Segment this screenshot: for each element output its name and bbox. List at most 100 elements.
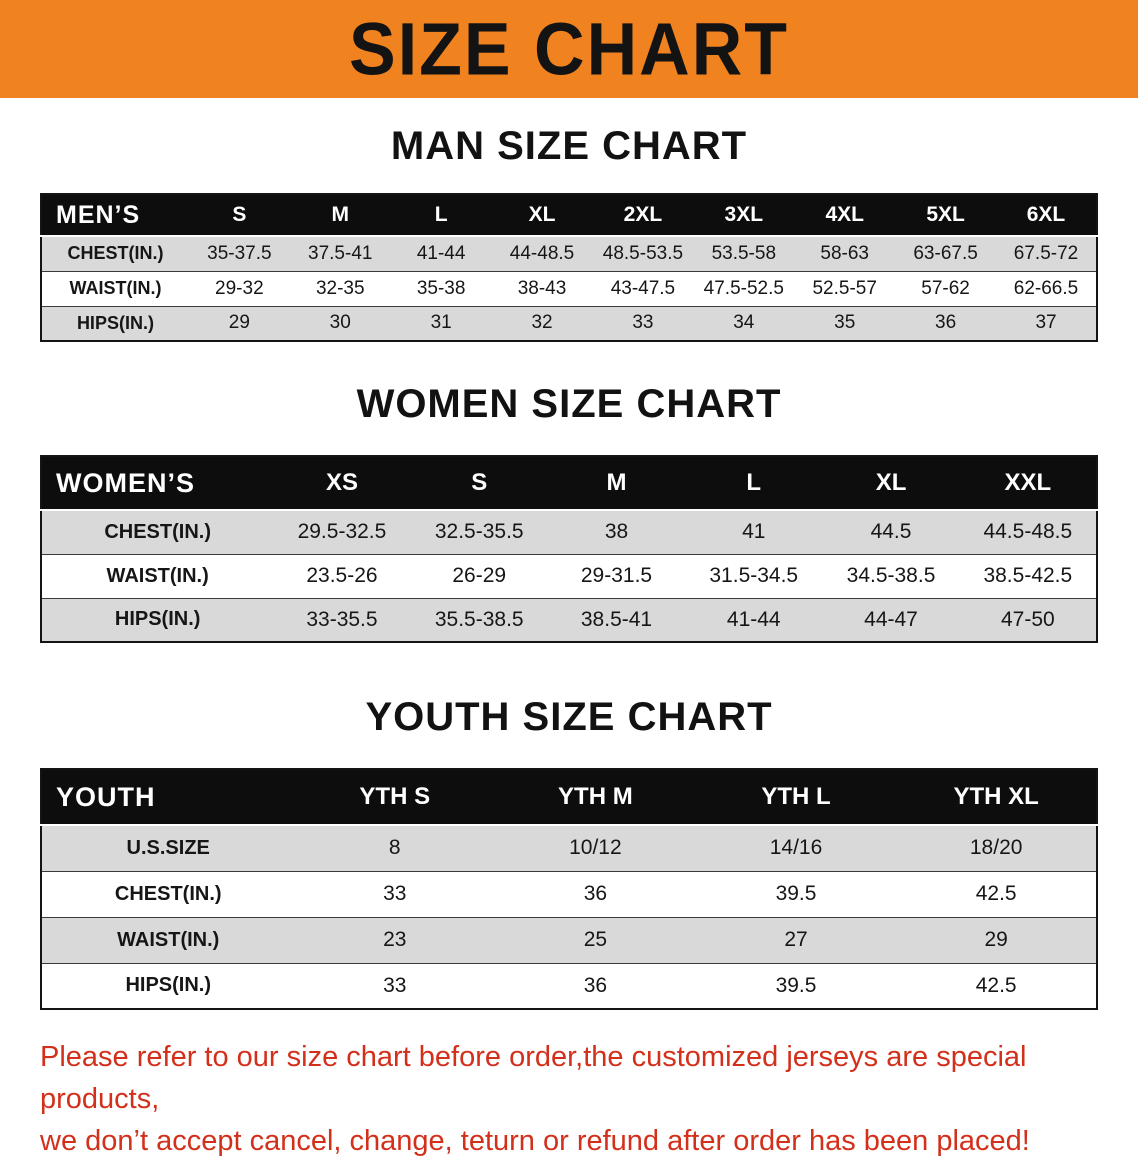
size-value-cell: 33 — [592, 305, 694, 341]
men-header-row: MEN’S S M L XL 2XL 3XL 4XL 5XL 6XL — [41, 194, 1097, 237]
men-column-header-8: 6XL — [996, 194, 1097, 237]
size-value-cell: 32.5-35.5 — [410, 509, 548, 554]
size-value-cell: 36 — [495, 962, 696, 1009]
size-value-cell: 38 — [547, 509, 686, 554]
size-value-cell: 35.5-38.5 — [410, 597, 548, 642]
size-value-cell: 38.5-42.5 — [959, 553, 1097, 598]
youth-size-table: YOUTH YTH S YTH M YTH L YTH XL U.S.SIZE 8 10/12… — [40, 768, 1098, 1010]
women-table-row: CHEST(IN.) 29.5-32.5 32.5-35.5 38 41 44.5 44.5… — [41, 509, 1097, 554]
men-table-row: CHEST(IN.) 35-37.5 37.5-41 41-44 44-48.5 48.5… — [41, 235, 1097, 271]
women-column-header-0: XS — [273, 456, 411, 511]
disclaimer-line-2: we don’t accept cancel, change, teturn o… — [40, 1125, 1030, 1158]
men-column-header-5: 3XL — [693, 194, 795, 237]
size-value-cell: 33 — [294, 870, 496, 917]
size-value-cell: 44.5 — [822, 509, 960, 554]
size-value-cell: 33 — [294, 962, 496, 1009]
size-value-cell: 31 — [390, 305, 492, 341]
women-column-header-4: XL — [822, 456, 960, 511]
women-table-row: HIPS(IN.) 33-35.5 35.5-38.5 38.5-41 41-44 44-… — [41, 597, 1097, 642]
disclaimer: Please refer to our size chart before or… — [40, 1036, 1098, 1162]
disclaimer-line-1: Please refer to our size chart before or… — [40, 1041, 1027, 1116]
women-section: WOMEN SIZE CHART WOMEN’S XS S M L XL XXL CHEST(… — [0, 382, 1138, 643]
size-value-cell: 42.5 — [896, 870, 1097, 917]
women-column-header-1: S — [410, 456, 548, 511]
youth-column-header-0: YTH S — [294, 769, 496, 826]
size-value-cell: 23.5-26 — [273, 553, 411, 598]
youth-column-header-1: YTH M — [495, 769, 696, 826]
size-value-cell: 25 — [495, 916, 696, 963]
row-label: HIPS(IN.) — [41, 305, 189, 341]
page-title: SIZE CHART — [349, 7, 789, 91]
size-value-cell: 30 — [289, 305, 391, 341]
size-value-cell: 42.5 — [896, 962, 1097, 1009]
size-value-cell: 41-44 — [390, 235, 492, 271]
women-column-header-3: L — [685, 456, 823, 511]
women-column-header-2: M — [547, 456, 686, 511]
size-value-cell: 36 — [495, 870, 696, 917]
youth-column-header-3: YTH XL — [896, 769, 1097, 826]
row-label: CHEST(IN.) — [41, 870, 295, 917]
row-label: WAIST(IN.) — [41, 270, 189, 306]
women-table-row: WAIST(IN.) 23.5-26 26-29 29-31.5 31.5-34.5 34… — [41, 553, 1097, 598]
size-value-cell: 39.5 — [695, 870, 897, 917]
women-column-header-5: XXL — [959, 456, 1097, 511]
youth-table-row: HIPS(IN.) 33 36 39.5 42.5 — [41, 962, 1097, 1009]
youth-column-header-2: YTH L — [695, 769, 897, 826]
size-value-cell: 32 — [491, 305, 593, 341]
youth-section: YOUTH SIZE CHART YOUTH YTH S YTH M YTH L YTH… — [0, 695, 1138, 1010]
size-value-cell: 47-50 — [959, 597, 1097, 642]
size-value-cell: 34 — [693, 305, 795, 341]
size-value-cell: 29 — [188, 305, 290, 341]
men-table-row: HIPS(IN.) 29 30 31 32 33 34 35 36 37 — [41, 305, 1097, 341]
youth-table-row: CHEST(IN.) 33 36 39.5 42.5 — [41, 870, 1097, 917]
size-value-cell: 67.5-72 — [996, 235, 1097, 271]
size-value-cell: 31.5-34.5 — [685, 553, 823, 598]
men-column-header-6: 4XL — [794, 194, 896, 237]
row-label: WAIST(IN.) — [41, 553, 274, 598]
size-value-cell: 36 — [895, 305, 997, 341]
size-value-cell: 26-29 — [410, 553, 548, 598]
size-value-cell: 35-37.5 — [188, 235, 290, 271]
size-value-cell: 29.5-32.5 — [273, 509, 411, 554]
size-value-cell: 29-32 — [188, 270, 290, 306]
youth-table-label: YOUTH — [41, 769, 295, 826]
size-value-cell: 35 — [794, 305, 896, 341]
size-value-cell: 41-44 — [685, 597, 823, 642]
women-table-label: WOMEN’S — [41, 456, 274, 511]
size-value-cell: 10/12 — [495, 824, 696, 871]
size-value-cell: 47.5-52.5 — [693, 270, 795, 306]
row-label: WAIST(IN.) — [41, 916, 295, 963]
size-value-cell: 14/16 — [695, 824, 897, 871]
row-label: HIPS(IN.) — [41, 962, 295, 1009]
size-value-cell: 33-35.5 — [273, 597, 411, 642]
size-value-cell: 27 — [695, 916, 897, 963]
women-size-table: WOMEN’S XS S M L XL XXL CHEST(IN.) 29.5-32.5 32.5… — [40, 455, 1098, 643]
size-value-cell: 39.5 — [695, 962, 897, 1009]
men-column-header-0: S — [188, 194, 290, 237]
row-label: HIPS(IN.) — [41, 597, 274, 642]
banner: SIZE CHART — [0, 0, 1138, 98]
men-table-row: WAIST(IN.) 29-32 32-35 35-38 38-43 43-47.5 47.… — [41, 270, 1097, 306]
size-value-cell: 44-47 — [822, 597, 960, 642]
men-column-header-7: 5XL — [895, 194, 997, 237]
size-value-cell: 32-35 — [289, 270, 391, 306]
youth-header-row: YOUTH YTH S YTH M YTH L YTH XL — [41, 769, 1097, 826]
men-size-table: MEN’S S M L XL 2XL 3XL 4XL 5XL 6XL CHEST(IN.) 35-37… — [40, 193, 1098, 342]
men-section-heading: MAN SIZE CHART — [390, 124, 748, 168]
size-value-cell: 48.5-53.5 — [592, 235, 694, 271]
size-value-cell: 37.5-41 — [289, 235, 391, 271]
size-value-cell: 62-66.5 — [996, 270, 1097, 306]
men-column-header-2: L — [390, 194, 492, 237]
size-value-cell: 18/20 — [896, 824, 1097, 871]
size-value-cell: 63-67.5 — [895, 235, 997, 271]
size-value-cell: 29 — [896, 916, 1097, 963]
size-value-cell: 57-62 — [895, 270, 997, 306]
youth-section-heading: YOUTH SIZE CHART — [365, 695, 773, 739]
men-table-label: MEN’S — [41, 194, 189, 237]
men-section: MAN SIZE CHART MEN’S S M L XL 2XL 3XL 4XL 5XL 6XL… — [0, 124, 1138, 342]
size-value-cell: 37 — [996, 305, 1097, 341]
size-value-cell: 38.5-41 — [547, 597, 686, 642]
women-header-row: WOMEN’S XS S M L XL XXL — [41, 456, 1097, 511]
men-column-header-1: M — [289, 194, 391, 237]
